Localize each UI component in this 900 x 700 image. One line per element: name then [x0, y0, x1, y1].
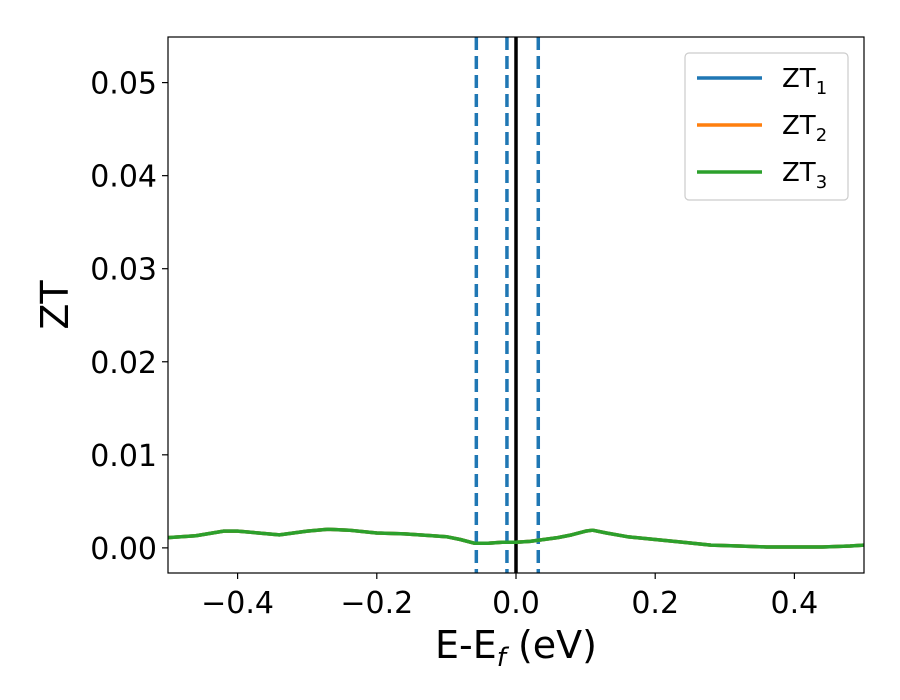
legend-label: ZT3: [782, 158, 827, 193]
y-tick-label: 0.02: [90, 346, 157, 381]
y-tick-label: 0.03: [90, 253, 157, 288]
x-tick-label: 0.2: [631, 586, 679, 621]
y-axis-ticks: 0.00 0.01 0.02 0.03 0.04 0.05: [90, 67, 168, 567]
x-tick-label: 0.0: [492, 586, 540, 621]
legend-label-subscript: 2: [816, 125, 827, 146]
x-tick-label: −0.4: [201, 586, 274, 621]
x-axis-label: E-Ef (eV): [435, 623, 597, 673]
x-axis-label-unit: (eV): [506, 623, 597, 667]
x-tick-label: 0.4: [771, 586, 819, 621]
legend-label-main: ZT: [782, 64, 816, 94]
legend-box: [684, 52, 849, 201]
y-tick-label: 0.05: [90, 67, 157, 102]
legend-label: ZT2: [782, 111, 827, 146]
legend-label: ZT1: [782, 64, 827, 99]
legend-label-subscript: 3: [816, 172, 827, 193]
y-tick-label: 0.00: [90, 532, 157, 567]
y-axis-label: ZT: [33, 280, 77, 330]
reference-lines: [474, 37, 541, 573]
legend-label-main: ZT: [782, 111, 816, 141]
x-tick-label: −0.2: [340, 586, 413, 621]
legend-label-subscript: 1: [816, 78, 827, 99]
series-lines: [168, 527, 864, 549]
y-tick-label: 0.01: [90, 439, 157, 474]
series-line-zt3: [168, 527, 864, 549]
y-tick-label: 0.04: [90, 160, 157, 195]
x-axis-label-main: E-E: [435, 623, 497, 667]
legend-label-main: ZT: [782, 158, 816, 188]
x-axis-ticks: −0.4 −0.2 0.0 0.2 0.4: [201, 573, 818, 621]
